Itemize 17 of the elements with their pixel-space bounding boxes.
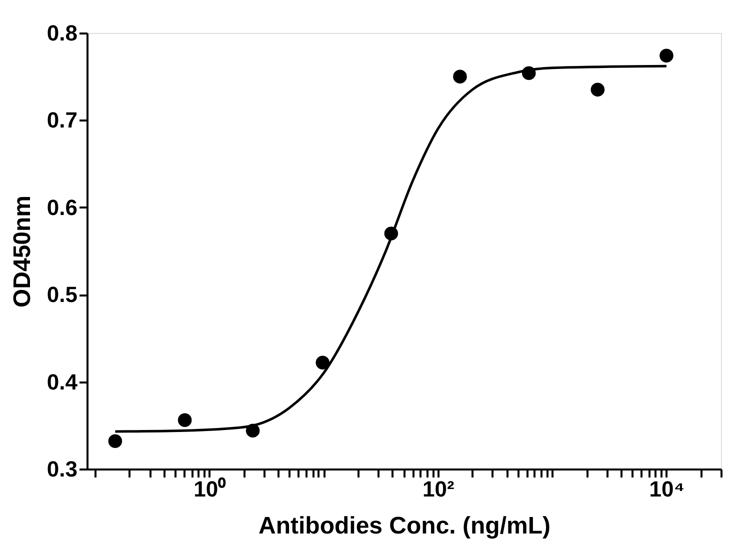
y-axis-title: OD450nm (8, 195, 36, 308)
point (178, 413, 192, 428)
x-tick-label: 10⁴ (649, 476, 685, 502)
y-tick-label: 0.5 (46, 282, 78, 308)
y-tick-label: 0.6 (46, 194, 78, 220)
point (316, 356, 330, 370)
point (108, 434, 122, 448)
point (453, 70, 467, 84)
x-tick-label: 10² (422, 476, 454, 502)
y-tick-label: 0.8 (46, 20, 78, 46)
x-tick-label: 10⁰ (194, 476, 226, 502)
point (590, 82, 605, 97)
y-tick-label: 0.4 (46, 369, 78, 394)
x-axis-title: Antibodies Conc. (ng/mL) (258, 512, 550, 540)
y-tick-label: 0.3 (46, 456, 78, 482)
point (660, 48, 674, 63)
y-tick-label: 0.7 (46, 108, 78, 133)
